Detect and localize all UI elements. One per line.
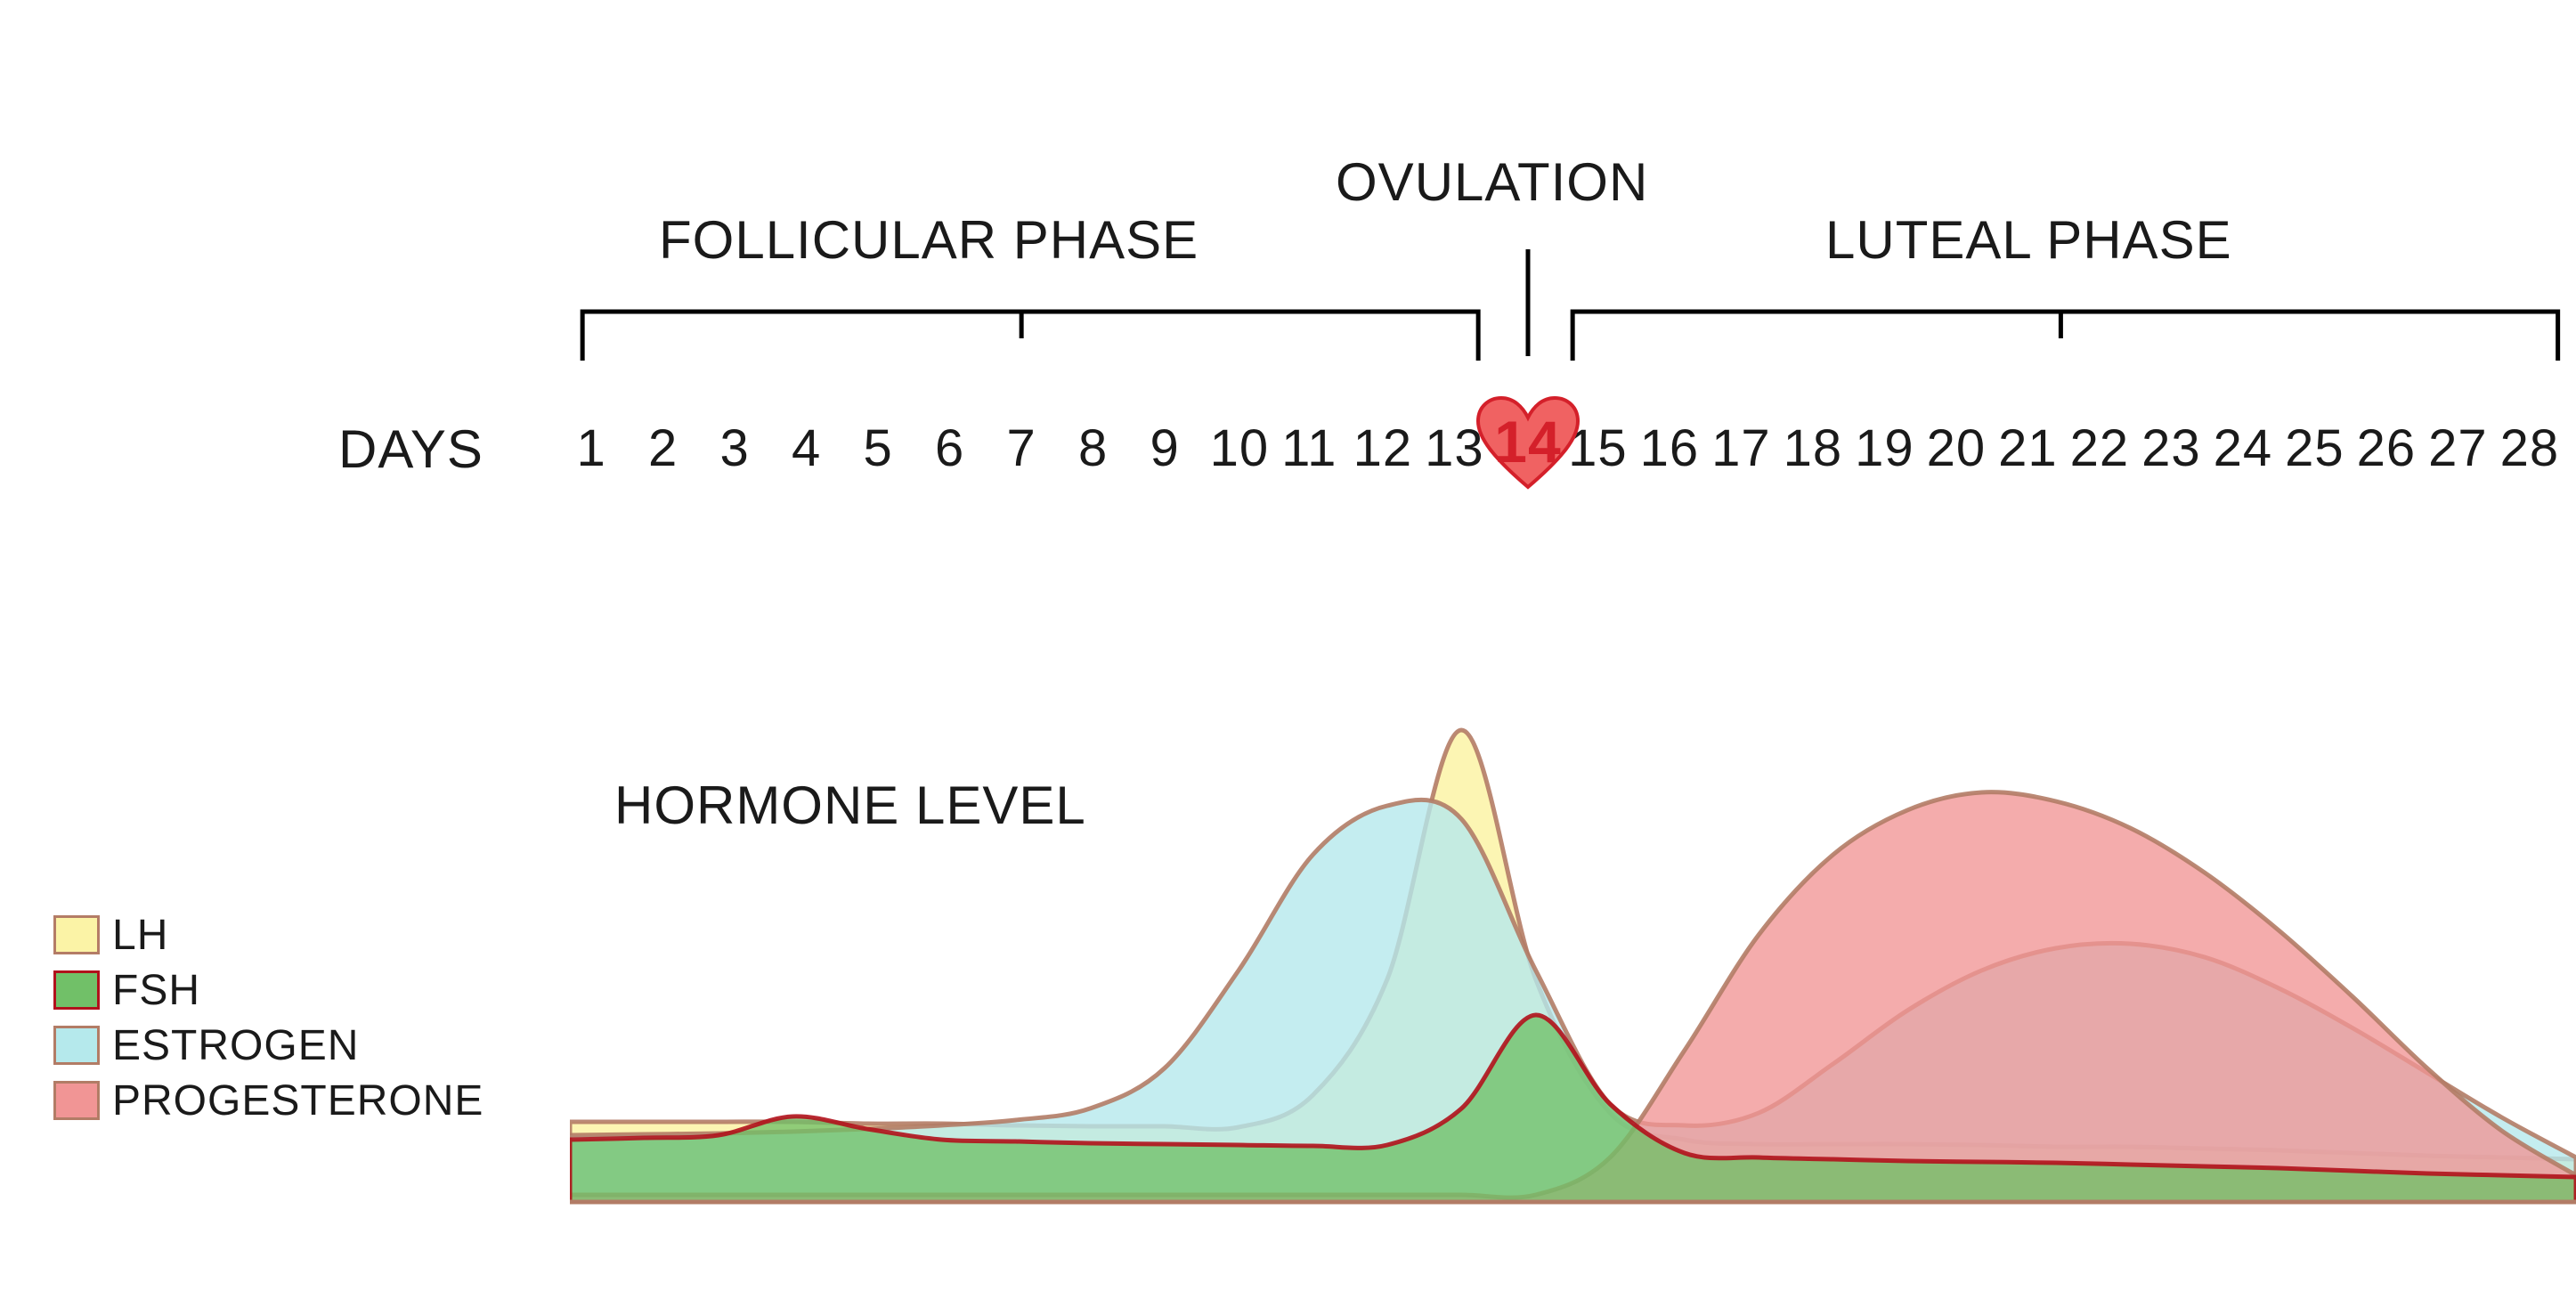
phase-label-follicular: FOLLICULAR PHASE (659, 209, 1199, 271)
day-20: 20 (1927, 418, 1980, 478)
day-2: 2 (637, 418, 690, 478)
day-24: 24 (2214, 418, 2267, 478)
day-26: 26 (2357, 418, 2410, 478)
day-21: 21 (1998, 418, 2052, 478)
legend-swatch-fsh (53, 970, 100, 1010)
legend: LH FSH ESTROGEN PROGESTERONE (53, 908, 484, 1129)
legend-swatch-progesterone (53, 1081, 100, 1120)
day-9: 9 (1138, 418, 1191, 478)
day-8: 8 (1067, 418, 1120, 478)
day-6: 6 (923, 418, 977, 478)
day-23: 23 (2141, 418, 2195, 478)
day-4: 4 (780, 418, 833, 478)
legend-item-fsh: FSH (53, 963, 484, 1017)
day-16: 16 (1640, 418, 1694, 478)
day-7: 7 (995, 418, 1048, 478)
legend-item-lh: LH (53, 908, 484, 962)
legend-label-estrogen: ESTROGEN (112, 1021, 359, 1070)
day-19: 19 (1855, 418, 1908, 478)
day-17: 17 (1711, 418, 1765, 478)
phase-label-luteal: LUTEAL PHASE (1825, 209, 2232, 271)
day-13: 13 (1425, 418, 1478, 478)
legend-label-progesterone: PROGESTERONE (112, 1076, 484, 1125)
day-22: 22 (2070, 418, 2124, 478)
day-28: 28 (2500, 418, 2554, 478)
day-12: 12 (1353, 418, 1407, 478)
day-1: 1 (565, 418, 618, 478)
legend-swatch-estrogen (53, 1026, 100, 1065)
menstrual-cycle-chart: OVULATION FOLLICULAR PHASE LUTEAL PHASE DAY… (0, 0, 2576, 1291)
day-5: 5 (851, 418, 905, 478)
legend-swatch-lh (53, 915, 100, 954)
legend-label-lh: LH (112, 911, 168, 960)
days-label: DAYS (338, 418, 484, 480)
hormone-chart (570, 632, 2576, 1229)
day-11: 11 (1281, 418, 1335, 478)
day-3: 3 (708, 418, 761, 478)
phase-label-ovulation: OVULATION (1336, 151, 1648, 213)
day-27: 27 (2428, 418, 2482, 478)
day-10: 10 (1210, 418, 1264, 478)
day-18: 18 (1784, 418, 1837, 478)
bracket (582, 312, 1478, 361)
legend-item-estrogen: ESTROGEN (53, 1019, 484, 1072)
legend-item-progesterone: PROGESTERONE (53, 1074, 484, 1127)
bracket (1572, 312, 2557, 361)
legend-label-fsh: FSH (112, 966, 200, 1015)
day-25: 25 (2285, 418, 2338, 478)
day-14: 14 (1479, 408, 1577, 475)
